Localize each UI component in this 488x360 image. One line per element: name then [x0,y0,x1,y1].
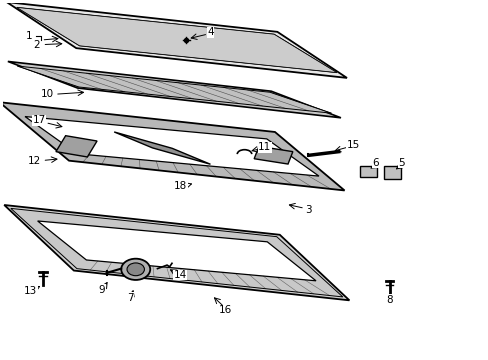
Polygon shape [56,136,97,157]
Text: 3: 3 [305,205,311,215]
Text: 11: 11 [258,143,271,152]
Polygon shape [4,205,349,300]
Text: 16: 16 [218,305,231,315]
Text: 17: 17 [32,116,45,125]
Polygon shape [38,221,315,281]
Text: 9: 9 [99,285,105,295]
Text: 2: 2 [33,40,40,50]
Text: 12: 12 [27,156,41,166]
Polygon shape [0,102,344,190]
Text: 4: 4 [207,27,214,37]
Polygon shape [7,2,346,78]
Polygon shape [11,208,342,297]
Polygon shape [8,62,340,118]
Text: 15: 15 [346,140,359,149]
Text: 7: 7 [126,293,133,303]
Polygon shape [17,8,336,72]
Text: 14: 14 [173,270,186,280]
Polygon shape [17,8,336,72]
Text: 13: 13 [24,285,38,296]
Text: 6: 6 [372,158,379,168]
Text: 5: 5 [398,158,404,168]
FancyBboxPatch shape [383,166,400,179]
Polygon shape [17,66,331,113]
Text: 1: 1 [26,31,33,41]
Circle shape [121,259,150,280]
Polygon shape [114,132,210,164]
Polygon shape [25,117,318,176]
Text: 8: 8 [386,295,392,305]
Circle shape [127,263,144,276]
FancyBboxPatch shape [359,166,376,177]
Polygon shape [254,146,292,164]
Text: 18: 18 [174,181,187,192]
Text: 10: 10 [41,89,54,99]
